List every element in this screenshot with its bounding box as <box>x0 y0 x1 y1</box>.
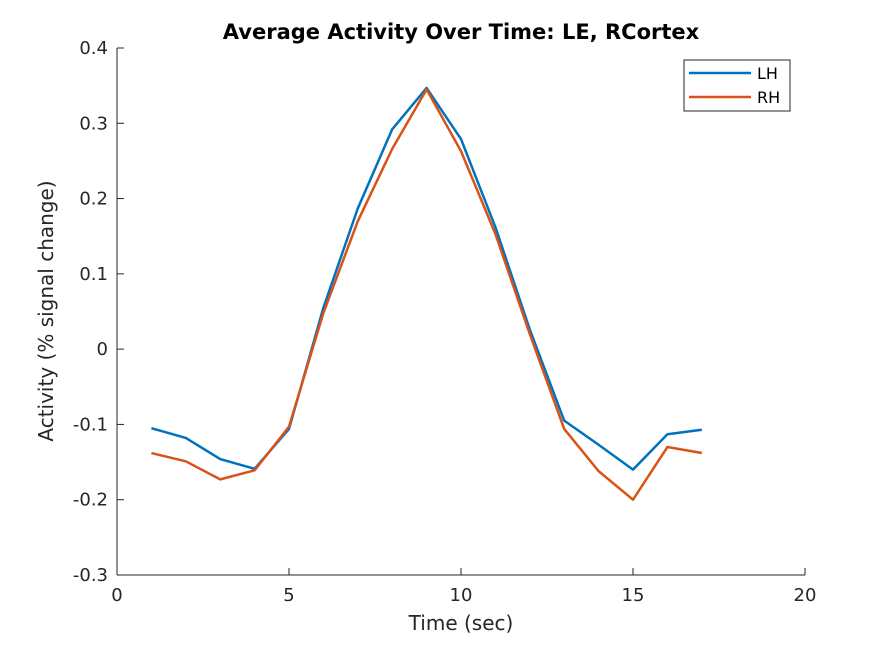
y-axis-label: Activity (% signal change) <box>34 180 58 441</box>
y-tick-label: 0.4 <box>79 38 108 59</box>
x-tick-label: 0 <box>111 585 122 606</box>
legend-label-lh: LH <box>757 64 778 83</box>
y-tick-label: -0.2 <box>73 490 108 511</box>
x-tick-label: 5 <box>283 585 294 606</box>
legend: LH RH <box>683 59 791 112</box>
series-lines <box>151 86 703 501</box>
x-tick-label: 20 <box>794 585 817 606</box>
y-tick-label: -0.3 <box>73 565 108 586</box>
x-tick-label: 10 <box>450 585 473 606</box>
y-tick-label: 0.2 <box>79 189 108 210</box>
y-tick-label: 0.1 <box>79 264 108 285</box>
y-tick-label: 0.3 <box>79 113 108 134</box>
x-tick-label: 15 <box>622 585 645 606</box>
legend-box <box>683 59 791 112</box>
x-axis-label: Time (sec) <box>408 611 514 635</box>
y-tick-label: 0 <box>97 339 108 360</box>
chart-title: Average Activity Over Time: LE, RCortex <box>223 20 700 44</box>
legend-label-rh: RH <box>757 88 780 107</box>
plot-area <box>117 48 805 575</box>
y-tick-label: -0.1 <box>73 414 108 435</box>
series-line-rh <box>151 88 703 501</box>
series-line-lh <box>151 86 702 471</box>
axis-ticks: 0 5 10 15 20 -0.3 -0.2 -0.1 0 0.1 0.2 0.3 0.4 <box>73 38 817 606</box>
